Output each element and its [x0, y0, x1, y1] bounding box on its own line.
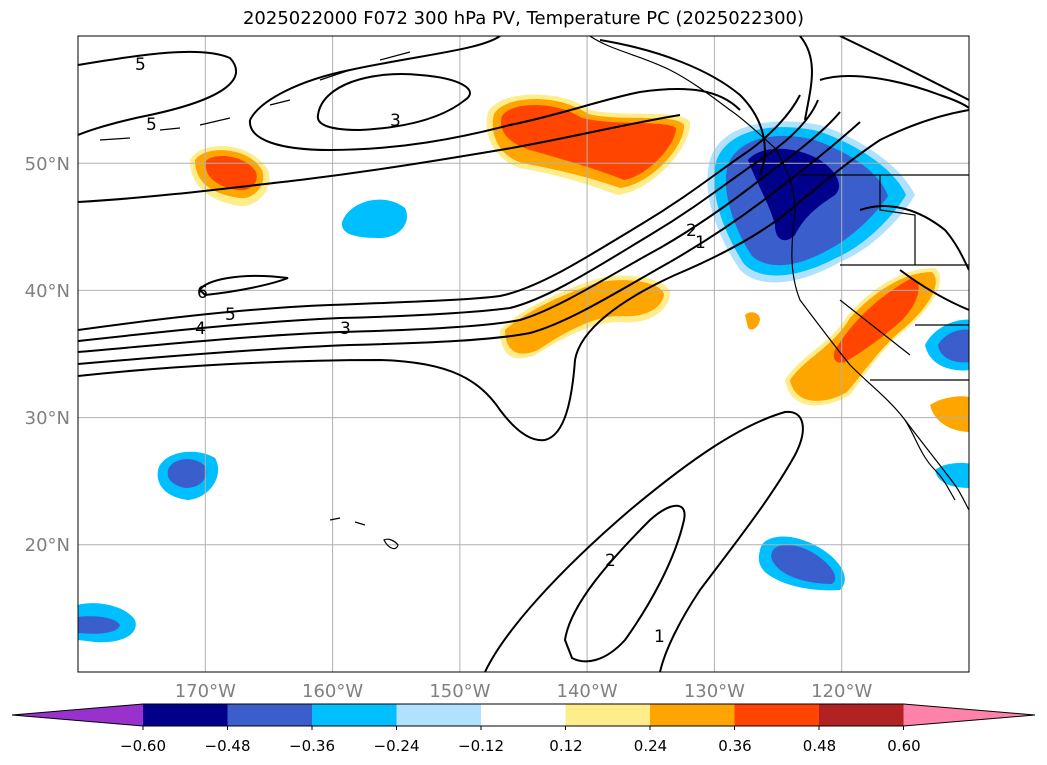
contour-label: 5 — [225, 305, 236, 325]
pv-contour-3-low — [316, 73, 471, 132]
contour-label: 6 — [197, 283, 208, 303]
pv-contour-right-5 — [899, 269, 969, 311]
warm-region-baja — [930, 396, 969, 432]
pv-contour-south-2 — [563, 504, 686, 663]
colorbar-extend-high — [903, 704, 1035, 726]
lon-tick-label: 140°W — [557, 681, 618, 702]
map-frame — [77, 35, 970, 673]
contour-label: 1 — [695, 233, 706, 253]
contour-label: 3 — [390, 111, 401, 131]
lat-tick-label: 50°N — [25, 154, 70, 175]
coastline-alaska — [589, 36, 776, 149]
colorbar-tick-label: −0.24 — [374, 737, 420, 755]
pv-contour-jet-5 — [78, 109, 969, 442]
contour-label: 2 — [686, 221, 697, 241]
contour-label: 1 — [654, 627, 665, 647]
colorbar-segment — [481, 704, 566, 726]
pv-contour-south-1 — [484, 410, 804, 672]
pv-contour-jet-3 — [78, 111, 841, 353]
colorbar-tick-label: 0.60 — [887, 737, 920, 755]
colorbar-tick-label: −0.36 — [289, 737, 335, 755]
latitude-labels: 20°N 30°N 40°N 50°N — [25, 154, 70, 556]
aleutian-islands — [99, 51, 411, 141]
pv-contour-3-lower — [248, 88, 741, 152]
pv-contour-mid-1 — [78, 114, 681, 203]
contour-label: 5 — [146, 115, 157, 135]
contour-label: 2 — [605, 551, 616, 571]
contour-label: 3 — [340, 319, 351, 339]
lon-tick-label: 120°W — [811, 681, 872, 702]
colorbar-labels: −0.60 −0.48 −0.36 −0.24 −0.12 0.12 0.24 … — [120, 737, 921, 755]
pv-contour-right-2 — [839, 36, 969, 101]
colorbar — [11, 703, 1036, 730]
hawaii-islands — [329, 517, 399, 550]
pv-contour-right-1 — [799, 36, 813, 121]
pv-contour-top-left — [78, 50, 237, 136]
grid-lines — [78, 36, 969, 672]
colorbar-tick-label: 0.24 — [634, 737, 667, 755]
chart-title: 2025022000 F072 300 hPa PV, Temperature … — [242, 8, 805, 29]
lon-tick-label: 160°W — [302, 681, 363, 702]
colorbar-tick-label: −0.48 — [205, 737, 251, 755]
coastlines — [99, 36, 969, 550]
coastline-baja — [904, 419, 956, 501]
colorbar-segment — [227, 704, 312, 726]
colorbar-tick-label: 0.12 — [549, 737, 582, 755]
colorbar-tick-label: −0.60 — [120, 737, 166, 755]
colorbar-tick-label: 0.36 — [718, 737, 751, 755]
longitude-labels: 170°W 160°W 150°W 140°W 130°W 120°W — [175, 681, 873, 702]
cold-region-west-subtropics-core — [167, 459, 207, 488]
contour-label: 4 — [195, 319, 206, 339]
pv-contour-right-4 — [859, 205, 969, 271]
colorbar-tick-label: 0.48 — [803, 737, 836, 755]
lon-tick-label: 150°W — [429, 681, 490, 702]
warm-region-small — [745, 312, 760, 330]
colorbar-segment — [143, 704, 228, 726]
lon-tick-label: 130°W — [684, 681, 745, 702]
cold-region-east-subtropics-core — [771, 544, 836, 584]
pv-contour-right-3 — [819, 75, 969, 109]
warm-region-subtropical-orange — [505, 280, 664, 354]
lat-tick-label: 20°N — [25, 535, 70, 556]
warm-region-california-core — [833, 278, 919, 363]
border-states — [839, 175, 969, 381]
cold-region-far-west-core — [78, 616, 120, 634]
colorbar-extend-low — [12, 704, 143, 726]
pv-contour-jet-1 — [78, 94, 801, 331]
pv-contour-3-upper — [249, 36, 501, 121]
colorbar-tick-label: −0.12 — [458, 737, 504, 755]
cold-region-east-edge-core — [938, 329, 969, 363]
pv-contour-jet-4 — [78, 121, 861, 365]
coastline-north-america — [774, 147, 969, 511]
colorbar-segment — [819, 704, 904, 726]
pv-contours — [78, 36, 969, 672]
temperature-shading — [78, 94, 969, 643]
colorbar-segment — [565, 704, 650, 726]
lat-tick-label: 40°N — [25, 281, 70, 302]
colorbar-segment — [396, 704, 481, 726]
contour-labels: 5 5 3 6 5 4 3 2 1 2 1 — [135, 55, 706, 647]
pv-contour-mid-2 — [599, 39, 766, 176]
pv-contour-jet-2 — [78, 99, 819, 342]
lon-tick-label: 170°W — [175, 681, 236, 702]
lat-tick-label: 30°N — [25, 408, 70, 429]
colorbar-segment — [312, 704, 397, 726]
colorbar-segment — [734, 704, 819, 726]
warm-region-central-np-core — [205, 156, 257, 191]
contour-label: 5 — [135, 55, 146, 75]
colorbar-segment — [650, 704, 735, 726]
pv-contour-6 — [198, 274, 289, 297]
cold-region-hawaii-north — [341, 199, 408, 238]
